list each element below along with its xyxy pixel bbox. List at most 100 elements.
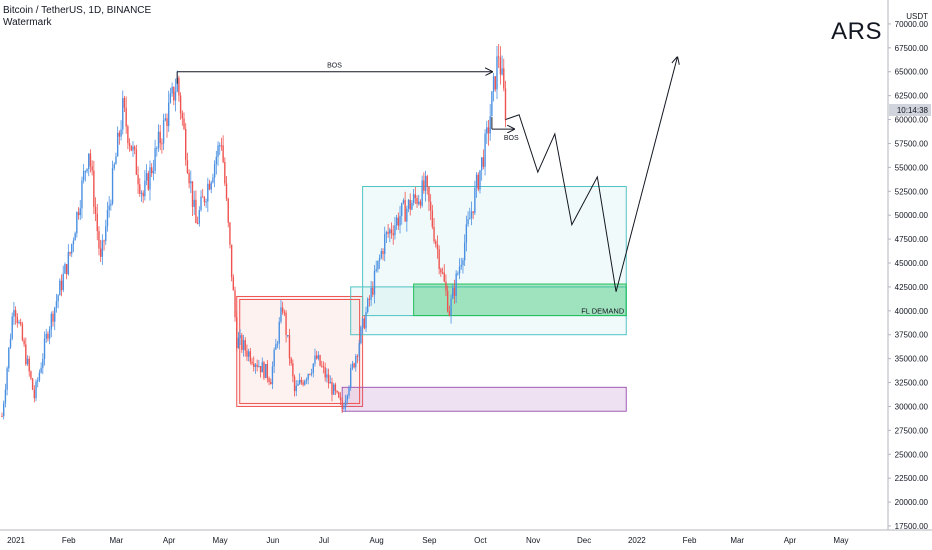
candle-body <box>244 340 246 351</box>
candle <box>409 193 411 216</box>
candle <box>178 75 180 102</box>
candle-body <box>290 358 292 364</box>
candle-body <box>401 203 403 216</box>
candle-body <box>52 313 54 322</box>
candle-body <box>4 389 7 404</box>
candle-body <box>229 222 231 245</box>
candle <box>108 196 110 218</box>
candle-body <box>237 337 240 349</box>
candle-body <box>438 249 440 270</box>
candle <box>486 120 488 144</box>
candle <box>164 113 166 122</box>
candle-body <box>378 257 381 261</box>
candle-body <box>220 145 223 147</box>
price-tick-label: 32500.00 <box>895 379 929 388</box>
candle-body <box>65 264 68 275</box>
candle <box>174 78 177 112</box>
candle <box>448 305 451 317</box>
candle <box>317 351 320 361</box>
candle <box>418 194 420 206</box>
candle-body <box>472 211 474 213</box>
candle-body <box>372 287 374 295</box>
candle <box>1 412 3 418</box>
candle-body <box>348 387 350 396</box>
candle <box>217 141 219 166</box>
candle-body <box>326 374 328 378</box>
candle-body <box>193 199 195 207</box>
candle <box>465 215 468 252</box>
candle-body <box>322 366 325 368</box>
candle <box>424 170 427 202</box>
candle-body <box>463 242 466 261</box>
candle <box>426 174 428 195</box>
candle <box>4 383 7 408</box>
candle <box>370 280 372 306</box>
candle-body <box>501 68 503 75</box>
candle-body <box>336 390 338 393</box>
candle-body <box>140 192 143 194</box>
candle <box>219 142 221 155</box>
candle-body <box>191 181 194 207</box>
candle-body <box>351 363 354 369</box>
candle-body <box>458 266 461 274</box>
candle <box>242 334 245 357</box>
candle-body <box>26 358 29 365</box>
candle <box>99 239 102 262</box>
candle-body <box>8 347 10 369</box>
candle-body <box>157 131 160 148</box>
candle <box>429 194 432 220</box>
candle <box>246 344 248 361</box>
candle <box>200 190 202 212</box>
candle <box>215 150 218 175</box>
candle <box>259 365 262 378</box>
candle <box>11 312 13 341</box>
candle-body <box>50 313 53 330</box>
candle-body <box>395 217 398 226</box>
candle <box>339 392 342 406</box>
candle <box>264 363 267 379</box>
candle <box>59 278 61 296</box>
candle-body <box>213 163 216 178</box>
candle <box>76 211 78 238</box>
candle-body <box>224 162 226 184</box>
candle-body <box>494 76 496 90</box>
candle-body <box>418 201 420 204</box>
candle-body <box>341 400 343 409</box>
candle-body <box>239 335 241 338</box>
candle-body <box>246 350 248 357</box>
candle <box>273 347 275 374</box>
candle <box>35 379 37 402</box>
candle <box>499 46 502 85</box>
candle <box>38 369 41 383</box>
candle <box>103 239 105 251</box>
price-tick-label: 60000.00 <box>895 116 929 125</box>
candle <box>343 402 345 410</box>
candle <box>93 160 95 215</box>
candle-body <box>486 127 488 134</box>
price-tick-label: 47500.00 <box>895 235 929 244</box>
candle-body <box>81 180 83 209</box>
candle <box>64 262 66 274</box>
candle <box>125 96 127 134</box>
candle-body <box>300 379 303 383</box>
candle <box>297 380 299 387</box>
candle-body <box>9 338 12 348</box>
candle <box>123 95 126 113</box>
candle-body <box>72 240 75 245</box>
candle-body <box>440 269 442 273</box>
candle <box>462 257 464 274</box>
candle-body <box>38 372 41 381</box>
candle-body <box>412 194 415 203</box>
price-tick-label: 55000.00 <box>895 163 929 172</box>
fl-demand-label: FL DEMAND <box>581 307 625 316</box>
candle <box>57 294 59 309</box>
candle-body <box>460 265 462 267</box>
candle-body <box>115 156 117 165</box>
candle-body <box>276 343 279 345</box>
candle <box>130 145 132 152</box>
candle <box>14 306 17 325</box>
candle <box>395 214 398 231</box>
candle <box>435 239 437 248</box>
candle <box>382 248 384 261</box>
